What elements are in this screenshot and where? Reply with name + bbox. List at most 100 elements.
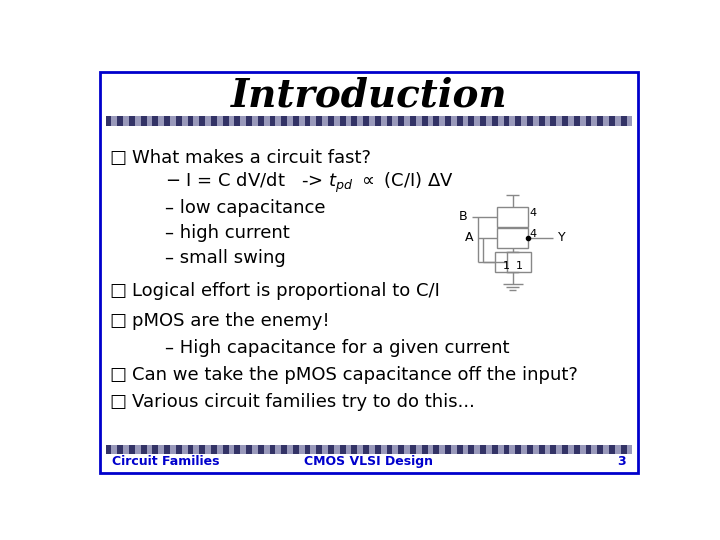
Bar [527, 116, 533, 125]
Text: Can we take the pMOS capacitance off the input?: Can we take the pMOS capacitance off the… [132, 366, 577, 383]
Bar [422, 445, 428, 454]
Bar [217, 116, 222, 125]
Bar [170, 445, 176, 454]
Bar [550, 116, 557, 125]
Bar [498, 445, 503, 454]
Bar [117, 116, 123, 125]
Bar [275, 445, 282, 454]
Bar [603, 445, 609, 454]
Bar [282, 445, 287, 454]
Bar [164, 445, 170, 454]
Text: What makes a circuit fast?: What makes a circuit fast? [132, 150, 371, 167]
Bar [410, 445, 416, 454]
Bar [106, 445, 112, 454]
Bar [357, 445, 363, 454]
Bar [433, 116, 439, 125]
Bar [621, 445, 626, 454]
Bar [129, 445, 135, 454]
Bar [123, 445, 129, 454]
Bar [117, 445, 123, 454]
Bar [533, 116, 539, 125]
Bar [375, 116, 381, 125]
Bar [240, 445, 246, 454]
Bar [211, 445, 217, 454]
Bar [322, 445, 328, 454]
Bar [428, 116, 433, 125]
Bar [258, 116, 264, 125]
Bar [275, 116, 282, 125]
FancyBboxPatch shape [100, 72, 638, 473]
Bar [222, 116, 228, 125]
Bar [346, 116, 351, 125]
Bar [316, 116, 322, 125]
Bar [387, 116, 392, 125]
Bar [369, 445, 375, 454]
Bar [550, 445, 557, 454]
Bar [626, 116, 632, 125]
Bar [410, 116, 416, 125]
Bar [258, 445, 264, 454]
Bar [240, 116, 246, 125]
Bar [246, 445, 252, 454]
Bar [480, 116, 486, 125]
Bar [539, 116, 544, 125]
Bar [439, 445, 445, 454]
Text: CMOS VLSI Design: CMOS VLSI Design [305, 455, 433, 468]
Bar [503, 116, 510, 125]
Bar [351, 445, 357, 454]
Bar [474, 445, 480, 454]
Text: □: □ [109, 282, 127, 300]
Bar [129, 116, 135, 125]
Bar [516, 445, 521, 454]
Text: Logical effort is proportional to C/I: Logical effort is proportional to C/I [132, 282, 440, 300]
Bar [112, 445, 117, 454]
Bar [428, 445, 433, 454]
Bar [194, 445, 199, 454]
Bar [252, 445, 258, 454]
Bar [557, 445, 562, 454]
Text: – low capacitance: – low capacitance [166, 199, 326, 217]
Bar [591, 445, 598, 454]
Bar [387, 445, 392, 454]
Bar [508, 252, 531, 272]
Text: □: □ [109, 150, 127, 167]
Bar [416, 445, 422, 454]
Bar [135, 116, 140, 125]
Bar [404, 116, 410, 125]
Bar [557, 116, 562, 125]
Bar [135, 445, 140, 454]
Bar [568, 445, 574, 454]
Bar [544, 116, 550, 125]
Bar [398, 116, 404, 125]
Bar [527, 445, 533, 454]
Bar [486, 445, 492, 454]
Bar [199, 116, 205, 125]
Bar [147, 116, 153, 125]
Bar [293, 445, 299, 454]
Bar [510, 445, 516, 454]
Bar [235, 116, 240, 125]
Bar [305, 116, 310, 125]
Bar [492, 116, 498, 125]
Bar [140, 116, 147, 125]
Bar [334, 116, 340, 125]
Bar [451, 445, 456, 454]
Bar [299, 445, 305, 454]
Bar [164, 116, 170, 125]
Bar [222, 445, 228, 454]
Bar [580, 445, 585, 454]
Bar [544, 445, 550, 454]
Bar [451, 116, 456, 125]
Bar [392, 445, 398, 454]
Bar [299, 116, 305, 125]
Bar [211, 116, 217, 125]
Text: A: A [465, 231, 473, 244]
Bar [351, 116, 357, 125]
Bar [264, 116, 269, 125]
Bar [598, 445, 603, 454]
Bar [287, 445, 293, 454]
Bar [392, 116, 398, 125]
Bar [498, 207, 528, 227]
Bar [123, 116, 129, 125]
Text: 3: 3 [617, 455, 626, 468]
